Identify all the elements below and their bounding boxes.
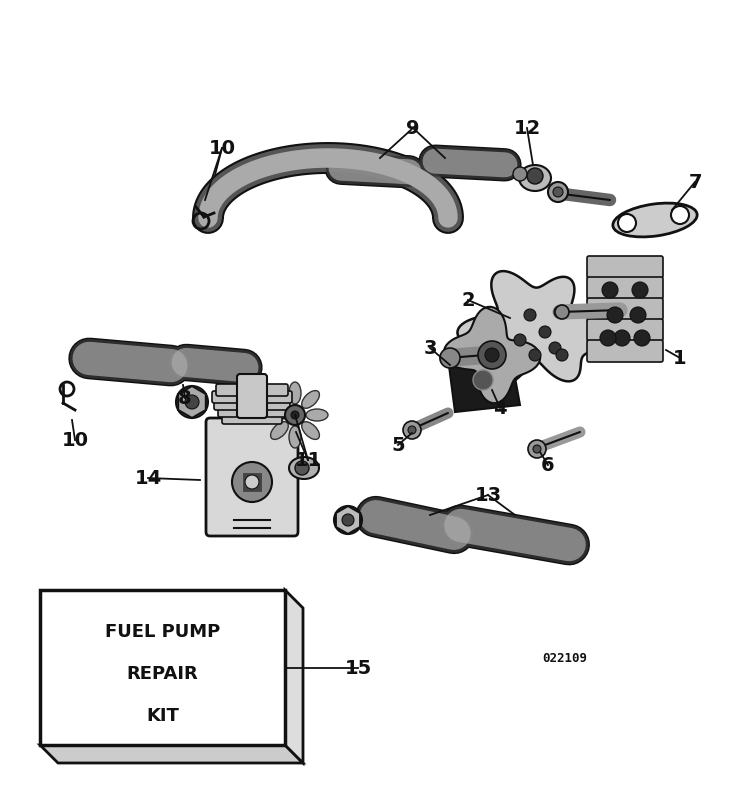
Polygon shape	[40, 745, 303, 763]
Circle shape	[291, 411, 299, 419]
FancyBboxPatch shape	[587, 298, 663, 320]
FancyBboxPatch shape	[587, 256, 663, 278]
Polygon shape	[336, 506, 360, 534]
Text: 10: 10	[62, 430, 88, 450]
Circle shape	[342, 514, 354, 526]
Text: REPAIR: REPAIR	[127, 665, 198, 683]
Text: 2: 2	[461, 290, 475, 309]
Ellipse shape	[289, 426, 301, 448]
Circle shape	[533, 445, 541, 453]
Text: 8: 8	[178, 388, 192, 407]
Ellipse shape	[519, 165, 551, 191]
Text: 7: 7	[688, 172, 702, 191]
FancyBboxPatch shape	[212, 391, 292, 403]
Circle shape	[403, 421, 421, 439]
Bar	[40, 590, 285, 745]
Circle shape	[524, 309, 536, 321]
Ellipse shape	[289, 457, 319, 479]
Text: 1: 1	[674, 348, 687, 367]
Text: 9: 9	[406, 119, 420, 138]
Circle shape	[514, 334, 526, 346]
Circle shape	[634, 330, 650, 346]
Polygon shape	[178, 386, 206, 418]
Circle shape	[630, 307, 646, 323]
Circle shape	[600, 330, 616, 346]
Circle shape	[618, 214, 636, 232]
Circle shape	[602, 282, 618, 298]
FancyBboxPatch shape	[237, 374, 267, 418]
Circle shape	[554, 306, 566, 318]
Ellipse shape	[289, 382, 301, 404]
Ellipse shape	[271, 391, 288, 408]
Circle shape	[232, 462, 272, 502]
Ellipse shape	[302, 422, 320, 439]
Circle shape	[528, 440, 546, 458]
Text: 15: 15	[344, 658, 372, 677]
Text: 12: 12	[513, 119, 541, 138]
Circle shape	[539, 326, 551, 338]
Text: 6: 6	[542, 456, 555, 474]
FancyBboxPatch shape	[216, 384, 288, 396]
Circle shape	[553, 187, 563, 197]
Ellipse shape	[306, 409, 328, 421]
Circle shape	[473, 370, 493, 390]
Text: 3: 3	[423, 339, 436, 358]
Text: 13: 13	[475, 485, 502, 505]
Text: FUEL PUMP: FUEL PUMP	[105, 623, 220, 641]
Circle shape	[513, 167, 527, 181]
Polygon shape	[458, 271, 620, 387]
Circle shape	[245, 475, 259, 489]
Text: KIT: KIT	[146, 707, 179, 725]
Text: 5: 5	[392, 435, 405, 454]
FancyBboxPatch shape	[587, 340, 663, 362]
Text: 022109: 022109	[542, 651, 587, 665]
Circle shape	[529, 349, 541, 361]
Ellipse shape	[613, 203, 698, 237]
Polygon shape	[448, 350, 520, 412]
Circle shape	[549, 342, 561, 354]
FancyBboxPatch shape	[206, 418, 298, 536]
Circle shape	[478, 341, 506, 369]
Circle shape	[527, 168, 543, 184]
Ellipse shape	[271, 422, 288, 439]
Circle shape	[548, 182, 568, 202]
Circle shape	[556, 349, 568, 361]
Circle shape	[440, 348, 460, 368]
Circle shape	[334, 506, 362, 534]
FancyBboxPatch shape	[587, 277, 663, 299]
Text: 14: 14	[134, 469, 162, 488]
Circle shape	[607, 307, 623, 323]
Bar	[242, 472, 262, 492]
FancyBboxPatch shape	[222, 412, 282, 424]
Circle shape	[632, 282, 648, 298]
Circle shape	[485, 348, 499, 362]
Ellipse shape	[262, 409, 284, 421]
Circle shape	[285, 405, 305, 425]
Text: 10: 10	[209, 139, 236, 158]
FancyBboxPatch shape	[214, 398, 290, 410]
Circle shape	[185, 395, 199, 409]
Ellipse shape	[302, 391, 320, 408]
Text: 11: 11	[294, 450, 322, 469]
FancyBboxPatch shape	[218, 405, 286, 417]
Circle shape	[295, 461, 309, 475]
Circle shape	[176, 386, 208, 418]
Polygon shape	[285, 590, 303, 763]
FancyBboxPatch shape	[587, 319, 663, 341]
Text: 4: 4	[494, 398, 507, 418]
Circle shape	[555, 305, 569, 319]
Circle shape	[614, 330, 630, 346]
Polygon shape	[444, 307, 540, 403]
Circle shape	[671, 206, 689, 224]
Circle shape	[408, 426, 416, 434]
